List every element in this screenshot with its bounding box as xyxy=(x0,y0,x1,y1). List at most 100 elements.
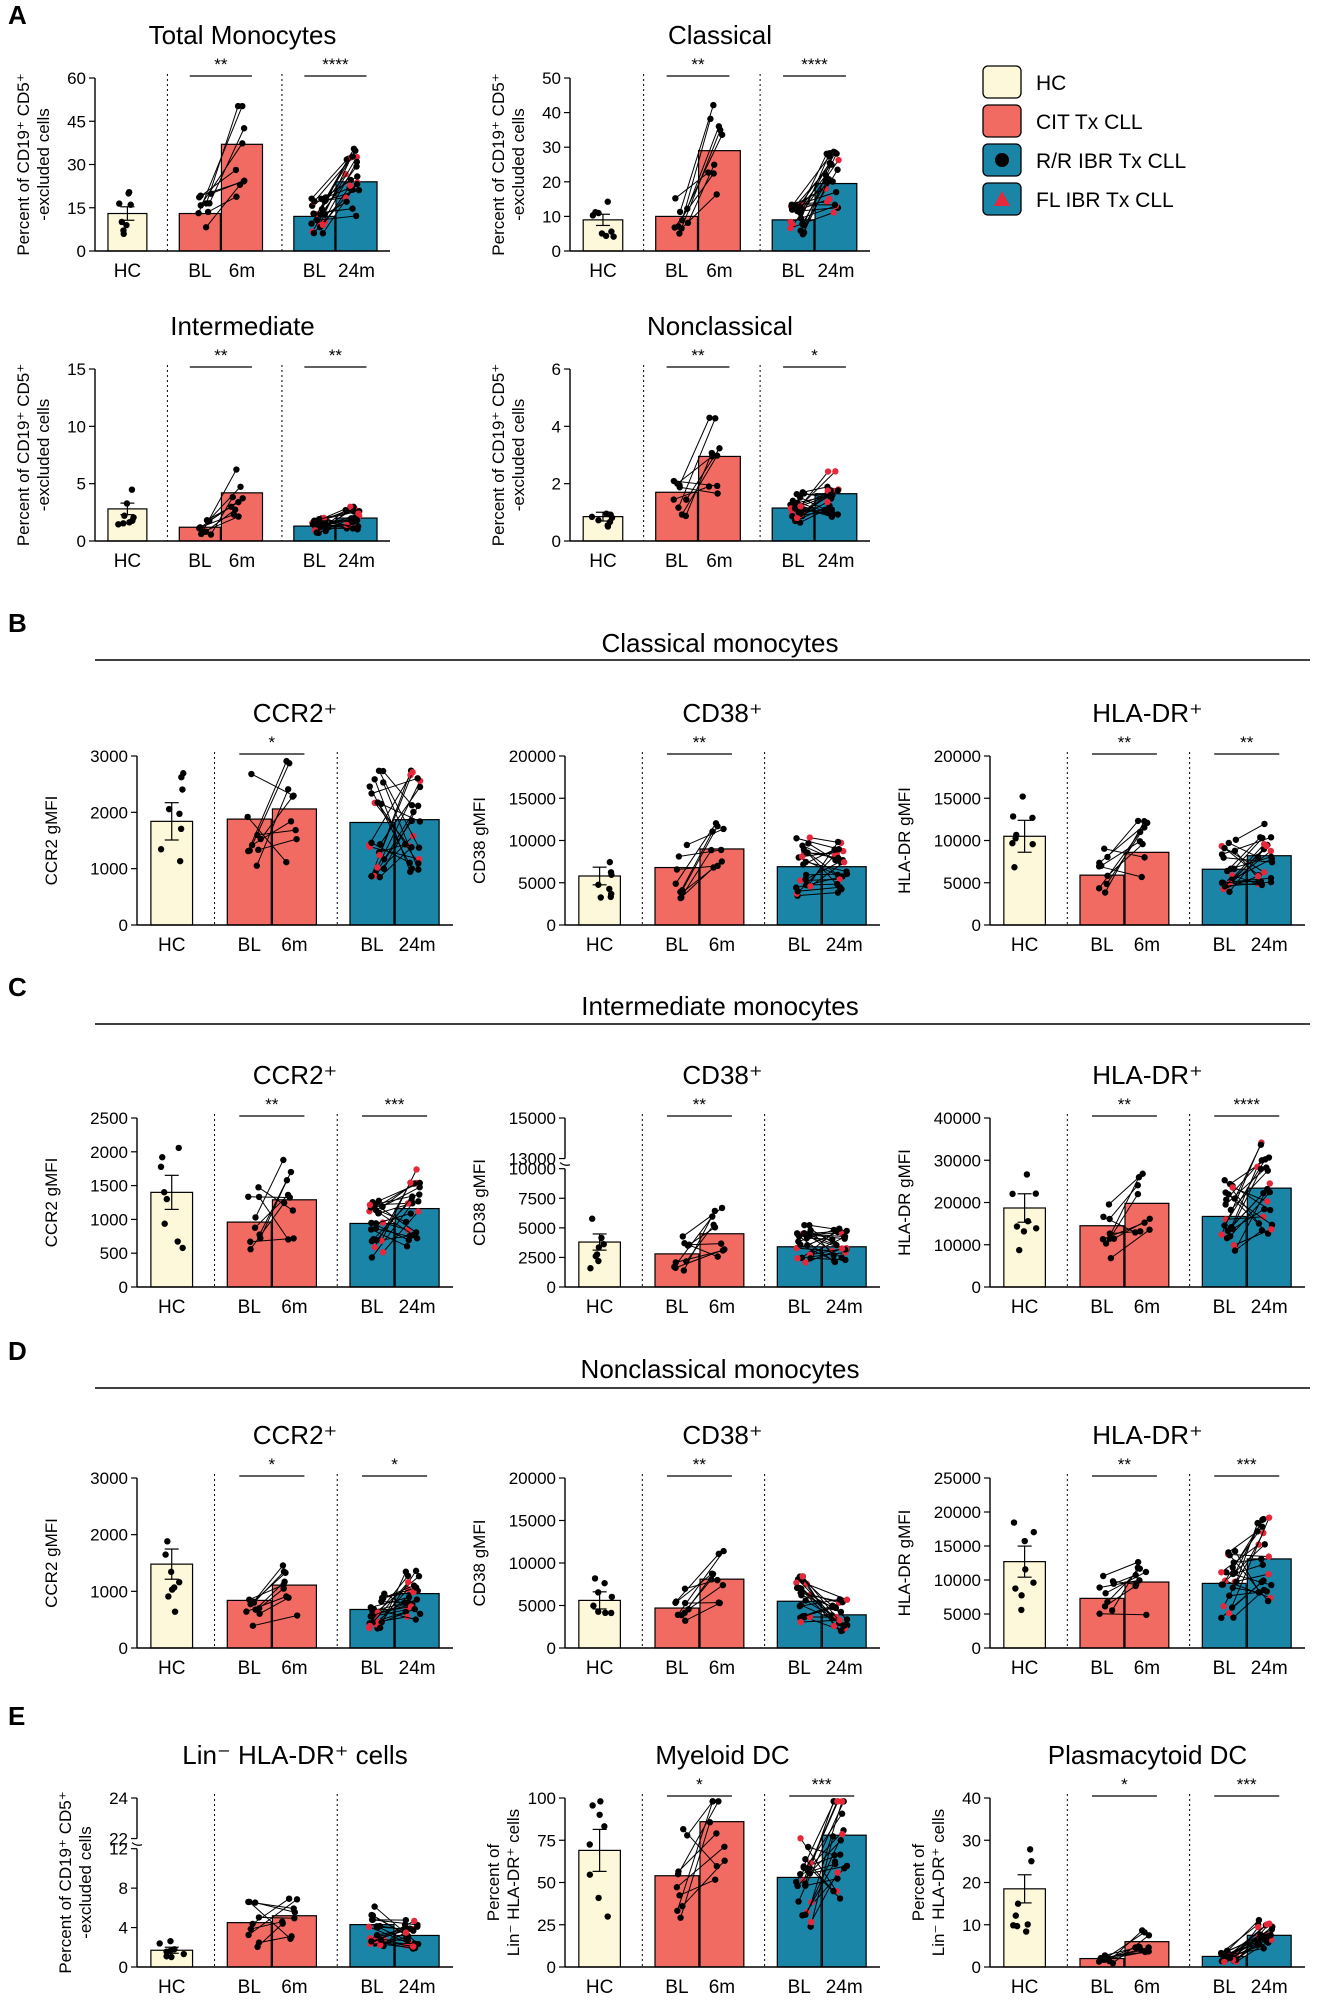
x-tick-label: HC xyxy=(1011,935,1038,956)
data-point xyxy=(415,866,422,873)
data-point xyxy=(204,208,212,216)
paired-line xyxy=(1108,1173,1144,1205)
y-tick-label: 75 xyxy=(537,1831,556,1850)
data-point xyxy=(711,161,718,168)
data-point-fl xyxy=(830,1622,838,1630)
section-title-d: Nonclassical monocytes xyxy=(581,1354,860,1384)
data-point xyxy=(789,205,796,212)
data-point xyxy=(372,1220,380,1227)
data-point-hc xyxy=(591,1575,599,1582)
paired-line xyxy=(1228,1517,1270,1614)
data-point xyxy=(380,779,387,786)
paired-line xyxy=(207,196,237,213)
data-point xyxy=(670,477,678,485)
data-point xyxy=(672,195,679,202)
data-point xyxy=(1101,1603,1109,1610)
data-point-fl xyxy=(1220,1603,1227,1610)
data-point xyxy=(368,1219,375,1227)
data-point-hc xyxy=(588,513,596,521)
x-tick-label: BL xyxy=(238,1297,261,1318)
data-point xyxy=(672,1599,679,1606)
data-point xyxy=(249,1920,256,1928)
y-tick-label: 15000 xyxy=(934,1537,981,1556)
data-point xyxy=(375,1197,382,1205)
x-tick-label: 6m xyxy=(1134,1297,1160,1318)
data-point-fl xyxy=(366,1622,374,1630)
data-point xyxy=(280,1199,288,1207)
data-point-hc xyxy=(607,869,615,876)
data-point xyxy=(403,1243,411,1250)
data-point-fl xyxy=(409,768,416,776)
y-tick-label: 20 xyxy=(962,1874,981,1893)
legend-circle-marker xyxy=(995,153,1009,167)
data-point-hc xyxy=(604,522,611,529)
data-point xyxy=(412,1616,419,1623)
data-point xyxy=(708,449,715,457)
paired-line xyxy=(1230,856,1272,870)
paired-line xyxy=(322,185,351,226)
chart-d2: CD38⁺ CD38 gMFI 0 5000 10000 15000 20000 HC BL 6m… xyxy=(470,1420,880,1679)
x-tick-label: 24m xyxy=(338,261,375,282)
data-point xyxy=(830,1887,837,1895)
data-point-fl xyxy=(834,1798,841,1805)
paired-line xyxy=(375,1609,408,1617)
data-point-fl xyxy=(1260,1213,1267,1221)
paired-line xyxy=(375,1213,411,1224)
data-point xyxy=(1257,1141,1265,1148)
data-point xyxy=(837,1837,844,1844)
data-point xyxy=(372,1225,380,1232)
data-point xyxy=(255,1939,263,1946)
paired-line xyxy=(374,779,411,872)
data-point-fl xyxy=(1226,880,1233,887)
x-tick-label: 6m xyxy=(281,935,307,956)
y-tick-label: 15000 xyxy=(934,789,981,808)
data-point xyxy=(252,1214,259,1221)
x-tick-label: HC xyxy=(586,935,613,956)
x-tick-label: HC xyxy=(114,261,141,282)
paired-line xyxy=(378,1182,421,1202)
paired-line xyxy=(676,455,713,485)
data-point xyxy=(713,1862,721,1870)
data-point xyxy=(1095,885,1103,892)
x-tick-label: BL xyxy=(238,935,261,956)
data-point-fl xyxy=(807,1859,814,1867)
y-axis-label: Percent of CD19⁺ CD5⁺ xyxy=(14,73,33,255)
data-point xyxy=(1110,1580,1117,1587)
y-tick-label: 0 xyxy=(547,1639,556,1658)
y-tick-label: 8 xyxy=(119,1879,128,1898)
data-point xyxy=(318,195,325,203)
data-point xyxy=(1261,820,1268,828)
paired-line xyxy=(200,180,244,197)
paired-line xyxy=(673,480,718,487)
x-tick-label: HC xyxy=(586,1977,613,1998)
paired-line xyxy=(791,156,830,207)
y-tick-label: 0 xyxy=(972,916,981,935)
y-axis-label: Percent of xyxy=(909,1843,928,1921)
y-tick-label: 0 xyxy=(119,916,128,935)
data-point-fl xyxy=(843,1596,851,1603)
paired-line xyxy=(800,1619,840,1623)
data-point-hc xyxy=(1024,1218,1032,1225)
data-point xyxy=(1106,1235,1113,1242)
data-point xyxy=(195,209,202,217)
data-point xyxy=(680,1267,688,1274)
y-tick-label: 5000 xyxy=(518,1219,556,1238)
bar-cit-post xyxy=(271,1915,318,1968)
paired-line xyxy=(797,886,841,892)
x-tick-label: BL xyxy=(665,1977,688,1998)
data-point-fl xyxy=(371,1243,378,1251)
x-tick-label: 24m xyxy=(399,1658,436,1679)
data-point xyxy=(802,1882,809,1889)
data-point xyxy=(247,1238,254,1245)
chart-title: Total Monocytes xyxy=(149,20,337,50)
bar-ibr-bl xyxy=(776,1246,822,1288)
data-point xyxy=(720,1547,727,1555)
data-point xyxy=(1136,1565,1144,1572)
data-point-hc xyxy=(157,846,165,853)
y-tick-label: 20 xyxy=(542,173,561,192)
y-tick-label: 20000 xyxy=(509,747,556,766)
data-point xyxy=(1137,1228,1144,1235)
paired-line xyxy=(372,1919,418,1926)
